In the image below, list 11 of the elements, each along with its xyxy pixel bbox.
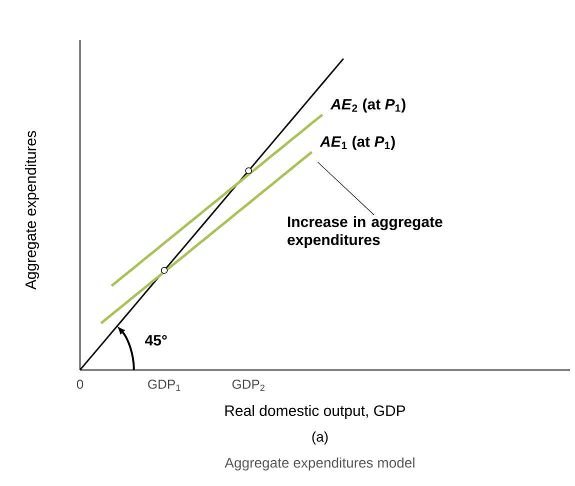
x-tick-label: 0 [76, 380, 84, 389]
text: (a) [312, 431, 328, 445]
series-label: AE$_{1}$ (at P$_{1}$) [320, 136, 395, 150]
annotation: Increase in aggregate expenditures [288, 216, 442, 248]
x-axis-title: Real domestic output, GDP [225, 404, 406, 419]
series-label: AE$_{2}$ (at P$_{1}$) [330, 98, 406, 112]
x-tick-label: GDP$_{1}$ [148, 380, 180, 391]
x-tick-label: GDP$_{2}$ [232, 380, 265, 391]
annotation: 45° [145, 335, 167, 346]
text: Aggregate expenditures model [224, 457, 414, 471]
y-axis-title: Aggregate expenditures [25, 130, 39, 290]
